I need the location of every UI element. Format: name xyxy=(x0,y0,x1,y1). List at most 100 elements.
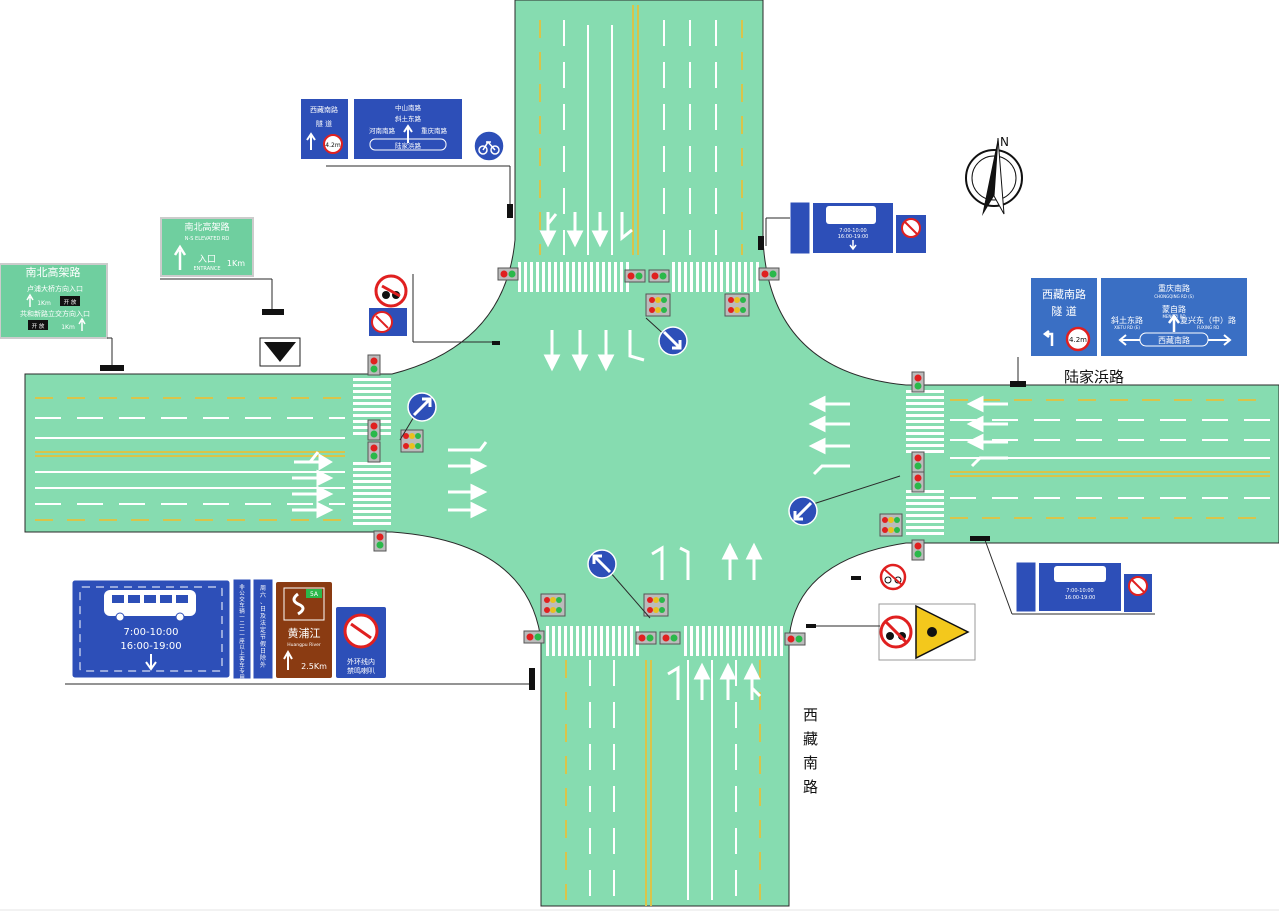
svg-text:日: 日 xyxy=(260,648,266,655)
road-name-south: 西 藏 南 路 xyxy=(803,706,818,796)
arrow-up xyxy=(719,662,737,700)
svg-text:斜土东路: 斜土东路 xyxy=(1111,315,1143,325)
svg-text:蒙自路: 蒙自路 xyxy=(1162,304,1186,314)
svg-text:2.5Km: 2.5Km xyxy=(301,662,327,671)
nw-direction-sign: 中山南路 斜土东路 河南南路 重庆南路 陆家浜路 xyxy=(352,97,464,161)
arrow-up xyxy=(693,662,711,700)
arrow-up-left xyxy=(667,665,680,700)
svg-text:5A: 5A xyxy=(310,591,319,598)
arrow-down-right xyxy=(628,330,645,362)
svg-text:非: 非 xyxy=(239,583,245,591)
crosswalk-north xyxy=(518,262,759,292)
arrow-left-turn xyxy=(970,456,1008,468)
east-lane-markings xyxy=(950,399,1270,519)
svg-text:中山南路: 中山南路 xyxy=(395,103,422,112)
arrow-left xyxy=(966,395,1008,413)
svg-text:CHONGQING RD (S): CHONGQING RD (S) xyxy=(1154,294,1194,299)
svg-text:、: 、 xyxy=(260,599,266,606)
svg-text:16:00-19:00: 16:00-19:00 xyxy=(120,641,181,652)
north-compass: N xyxy=(965,135,1023,216)
traffic-signal-triple xyxy=(645,293,671,317)
svg-text:1Km: 1Km xyxy=(37,300,51,307)
traffic-signal-vertical xyxy=(367,419,381,441)
sw-horn-ban-sign: 外环线内 禁鸣喇叭 xyxy=(334,605,388,680)
svg-text:禁鸣喇叭: 禁鸣喇叭 xyxy=(347,666,375,675)
svg-text:黄浦江: 黄浦江 xyxy=(288,626,321,640)
road-surface xyxy=(24,0,1279,907)
svg-text:4.2m: 4.2m xyxy=(325,142,341,149)
traffic-signal xyxy=(648,269,670,283)
bicycle-icon xyxy=(478,140,500,155)
svg-text:辆: 辆 xyxy=(239,607,245,615)
svg-text:及: 及 xyxy=(260,613,266,620)
traffic-signal-vertical xyxy=(911,471,925,493)
svg-text:ENTRANCE: ENTRANCE xyxy=(193,266,220,272)
arrow-up xyxy=(745,542,763,580)
traffic-signal-vertical xyxy=(911,451,925,473)
svg-text:河南南路: 河南南路 xyxy=(369,126,396,135)
arrow-left xyxy=(966,415,1008,433)
south-lane-markings xyxy=(565,660,761,906)
svg-text:西: 西 xyxy=(803,706,818,724)
svg-text:南: 南 xyxy=(803,754,818,772)
arrow-right xyxy=(448,501,488,519)
no-motorcycle-sign xyxy=(374,274,408,308)
arrow-down-right xyxy=(620,212,633,242)
svg-text:外: 外 xyxy=(260,661,266,669)
svg-text:交: 交 xyxy=(239,595,245,603)
svg-text:用: 用 xyxy=(239,674,245,681)
svg-text:7:00-10:00: 7:00-10:00 xyxy=(124,627,179,638)
traffic-signal xyxy=(497,267,519,281)
svg-text:车: 车 xyxy=(239,661,245,669)
svg-text:以: 以 xyxy=(239,645,245,651)
svg-text:7:00-10:00: 7:00-10:00 xyxy=(839,228,866,234)
svg-text:1Km: 1Km xyxy=(61,324,75,331)
traffic-signal xyxy=(635,631,657,645)
north-label: N xyxy=(1000,135,1009,149)
arrow-down xyxy=(566,212,584,248)
svg-text:开 放: 开 放 xyxy=(64,298,77,306)
arrow-left xyxy=(808,395,850,413)
road-name-east: 陆家浜路 xyxy=(1064,368,1124,386)
svg-text:假: 假 xyxy=(260,640,266,648)
sw-vertical-sign-1 xyxy=(232,578,252,680)
south-approach-arrows xyxy=(651,542,763,700)
arrow-left xyxy=(808,415,850,433)
svg-text:车: 车 xyxy=(239,601,245,609)
svg-text:日: 日 xyxy=(260,606,266,613)
svg-text:上: 上 xyxy=(239,649,245,657)
svg-text:二: 二 xyxy=(239,621,245,627)
sw-vertical-sign-2 xyxy=(252,578,274,680)
svg-text:一: 一 xyxy=(239,615,245,621)
svg-text:节: 节 xyxy=(260,633,266,641)
arrow-down xyxy=(591,212,609,248)
svg-text:16:00-19:00: 16:00-19:00 xyxy=(838,234,869,240)
arrow-right xyxy=(448,457,488,475)
svg-text:隧 道: 隧 道 xyxy=(316,119,332,128)
traffic-signal-vertical xyxy=(367,354,381,376)
svg-text:16:00-19:00: 16:00-19:00 xyxy=(1065,595,1096,601)
svg-text:外环线内: 外环线内 xyxy=(347,657,375,666)
arrow-down xyxy=(597,330,615,372)
svg-text:1Km: 1Km xyxy=(227,259,245,268)
arrow-left xyxy=(808,437,850,455)
traffic-signal-triple xyxy=(879,513,903,537)
keep-right-sign-north xyxy=(645,317,688,356)
svg-text:定: 定 xyxy=(260,626,266,634)
svg-text:西藏南路: 西藏南路 xyxy=(1042,288,1086,301)
no-motorcycle-warning-sign xyxy=(878,603,976,661)
north-lane-markings xyxy=(539,5,743,255)
north-approach-arrows xyxy=(539,212,645,372)
east-direction-sign: 重庆南路 CHONGQING RD (S) 蒙自路 MENGZI RD 斜土东路… xyxy=(1099,276,1249,358)
bike-lane-sign xyxy=(473,130,505,162)
arrow-right xyxy=(448,483,488,501)
east-approach-arrows xyxy=(808,395,1008,476)
arrow-up xyxy=(721,542,739,580)
arrow-up-right xyxy=(743,662,762,700)
svg-text:共和新路立交方向入口: 共和新路立交方向入口 xyxy=(20,309,90,318)
ne-bus-lane-sign: 7:00-10:00 16:00-19:00 xyxy=(789,201,926,255)
arrow-left-turn xyxy=(812,464,850,476)
svg-text:复兴东（中）路: 复兴东（中）路 xyxy=(1180,315,1236,325)
traffic-signal-vertical xyxy=(911,539,925,561)
huangpu-river-sign: 5A 黄浦江 Huangpu River 2.5Km xyxy=(274,580,334,680)
